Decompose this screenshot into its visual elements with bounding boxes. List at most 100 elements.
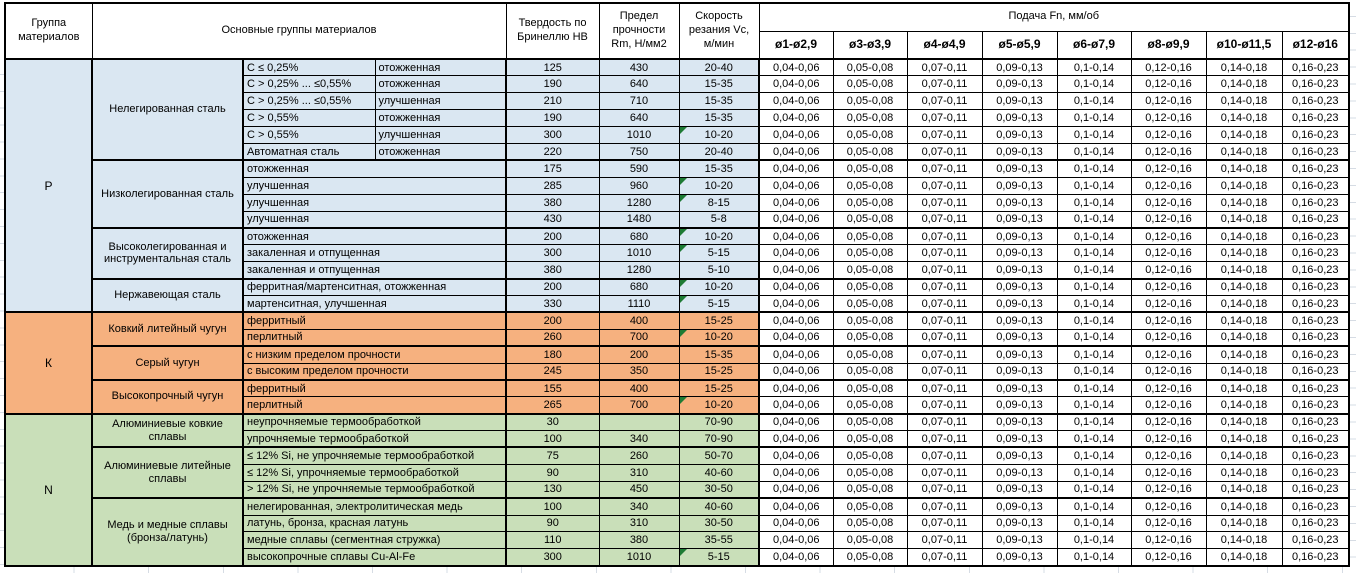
cell-feed[interactable]: 0,09-0,13 [981,311,1058,330]
cell-feed[interactable]: 0,07-0,11 [906,261,983,280]
cell-feed[interactable]: 0,07-0,11 [906,463,983,482]
cell-feed[interactable]: 0,14-0,18 [1205,109,1283,128]
cell-condition[interactable]: C > 0,25% ... ≤0,55% [242,75,376,94]
cell-condition[interactable]: ферритный [242,311,507,330]
cell-feed[interactable]: 0,1-0,14 [1056,75,1132,94]
cell-feed[interactable]: 0,09-0,13 [981,126,1058,144]
cell-hardness[interactable]: 30 [505,412,600,432]
cell-feed[interactable]: 0,16-0,23 [1281,142,1350,161]
cell-feed[interactable]: 0,16-0,23 [1281,159,1350,178]
cell-feed[interactable]: 0,04-0,06 [758,497,834,516]
cell-feed[interactable]: 0,16-0,23 [1281,294,1350,313]
cell-condition[interactable]: перлитный [242,396,507,415]
cell-feed[interactable]: 0,16-0,23 [1281,261,1350,280]
cell-feed[interactable]: 0,12-0,16 [1130,176,1207,195]
cell-cutting-speed[interactable]: 15-35 [678,109,760,128]
cell-feed[interactable]: 0,07-0,11 [906,497,983,516]
cell-feed[interactable]: 0,16-0,23 [1281,226,1350,246]
cell-feed[interactable]: 0,05-0,08 [832,193,908,212]
cell-feed[interactable]: 0,12-0,16 [1130,210,1207,229]
cell-cutting-speed[interactable]: 15-35 [678,75,760,94]
cell-feed[interactable]: 0,07-0,11 [906,396,983,415]
cell-feed[interactable]: 0,1-0,14 [1056,412,1132,432]
cell-feed[interactable]: 0,05-0,08 [832,430,908,448]
cell-feed[interactable]: 0,14-0,18 [1205,514,1283,533]
cell-feed[interactable]: 0,16-0,23 [1281,548,1350,567]
cell-cutting-speed[interactable]: 5-10 [678,261,760,280]
cell-feed[interactable]: 0,05-0,08 [832,328,908,347]
cell-feed[interactable]: 0,04-0,06 [758,446,834,465]
cell-hardness[interactable]: 75 [505,446,600,465]
cell-feed[interactable]: 0,1-0,14 [1056,210,1132,229]
cell-feed[interactable]: 0,09-0,13 [981,176,1058,195]
cell-feed[interactable]: 0,09-0,13 [981,497,1058,516]
cell-feed[interactable]: 0,12-0,16 [1130,514,1207,533]
cell-feed[interactable]: 0,05-0,08 [832,109,908,128]
cell-feed[interactable]: 0,04-0,06 [758,210,834,229]
cell-condition[interactable]: с низким пределом прочности [242,345,507,364]
cell-subgroup[interactable]: Низколегированная сталь [91,159,244,229]
cell-cutting-speed[interactable]: 20-40 [678,58,760,77]
cell-strength[interactable] [598,412,680,432]
cell-feed[interactable]: 0,12-0,16 [1130,261,1207,280]
cell-feed[interactable]: 0,05-0,08 [832,261,908,280]
cell-feed[interactable]: 0,04-0,06 [758,226,834,246]
cell-feed[interactable]: 0,07-0,11 [906,531,983,550]
cell-feed[interactable]: 0,09-0,13 [981,193,1058,212]
cell-strength[interactable]: 960 [598,176,680,195]
cell-feed[interactable]: 0,05-0,08 [832,58,908,77]
cell-feed[interactable]: 0,16-0,23 [1281,58,1350,77]
cell-feed[interactable]: 0,07-0,11 [906,142,983,161]
cell-cutting-speed[interactable]: 8-15 [678,193,760,212]
cell-feed[interactable]: 0,14-0,18 [1205,412,1283,432]
cell-feed[interactable]: 0,05-0,08 [832,345,908,364]
cell-cutting-speed[interactable]: 10-20 [678,126,760,144]
cell-condition[interactable]: ферритный [242,378,507,398]
cell-cutting-speed[interactable]: 5-15 [678,294,760,313]
cell-feed[interactable]: 0,1-0,14 [1056,446,1132,465]
cell-strength[interactable]: 450 [598,480,680,499]
cell-feed[interactable]: 0,1-0,14 [1056,58,1132,77]
cell-feed[interactable]: 0,04-0,06 [758,294,834,313]
cell-cutting-speed[interactable]: 15-35 [678,345,760,364]
cell-strength[interactable]: 310 [598,463,680,482]
cell-feed[interactable]: 0,05-0,08 [832,463,908,482]
cell-feed[interactable]: 0,12-0,16 [1130,193,1207,212]
cell-feed[interactable]: 0,05-0,08 [832,548,908,567]
cell-feed[interactable]: 0,12-0,16 [1130,463,1207,482]
cell-feed[interactable]: 0,09-0,13 [981,226,1058,246]
cell-cutting-speed[interactable]: 10-20 [678,226,760,246]
cell-strength[interactable]: 1280 [598,261,680,280]
cell-feed[interactable]: 0,05-0,08 [832,176,908,195]
cell-feed[interactable]: 0,1-0,14 [1056,378,1132,398]
cell-subgroup[interactable]: Нержавеющая сталь [91,277,244,313]
cell-feed[interactable]: 0,14-0,18 [1205,261,1283,280]
cell-strength[interactable]: 430 [598,58,680,77]
cell-subgroup[interactable]: Высоколегированная и инструментальная ст… [91,226,244,280]
cell-feed[interactable]: 0,1-0,14 [1056,109,1132,128]
cell-feed[interactable]: 0,14-0,18 [1205,159,1283,178]
cell-feed[interactable]: 0,09-0,13 [981,294,1058,313]
cell-condition[interactable]: ≤ 12% Si, упрочняемые термообработкой [242,463,507,482]
cell-feed[interactable]: 0,07-0,11 [906,328,983,347]
cell-strength[interactable]: 1110 [598,294,680,313]
cell-feed[interactable]: 0,12-0,16 [1130,277,1207,296]
cell-feed[interactable]: 0,16-0,23 [1281,92,1350,111]
cell-hardness[interactable]: 125 [505,58,600,77]
cell-feed[interactable]: 0,04-0,06 [758,463,834,482]
cell-feed[interactable]: 0,07-0,11 [906,159,983,178]
cell-feed[interactable]: 0,07-0,11 [906,193,983,212]
cell-condition[interactable]: медные сплавы (сегментная стружка) [242,531,507,550]
cell-feed[interactable]: 0,04-0,06 [758,378,834,398]
cell-subgroup[interactable]: Высокопрочный чугун [91,378,244,415]
cell-cutting-speed[interactable]: 40-60 [678,497,760,516]
cell-feed[interactable]: 0,14-0,18 [1205,362,1283,381]
cell-feed[interactable]: 0,14-0,18 [1205,548,1283,567]
cell-feed[interactable]: 0,12-0,16 [1130,396,1207,415]
cell-feed[interactable]: 0,04-0,06 [758,480,834,499]
cell-feed[interactable]: 0,16-0,23 [1281,328,1350,347]
cell-strength[interactable]: 680 [598,226,680,246]
cell-hardness[interactable]: 300 [505,126,600,144]
cell-feed[interactable]: 0,04-0,06 [758,412,834,432]
cell-feed[interactable]: 0,09-0,13 [981,531,1058,550]
